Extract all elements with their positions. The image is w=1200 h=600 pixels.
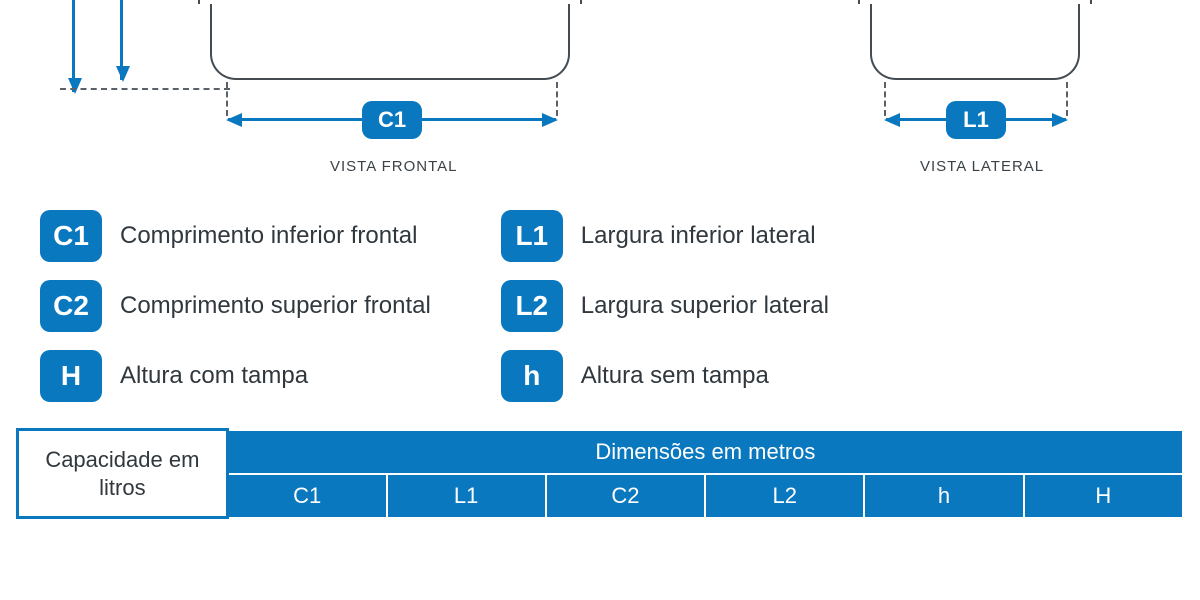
caption-front: VISTA FRONTAL [330,158,457,175]
front-dash-right [556,82,558,116]
legend-desc: Comprimento superior frontal [120,292,431,320]
legend-row: H Altura com tampa [40,350,431,402]
legend: C1 Comprimento inferior frontal C2 Compr… [0,190,1200,406]
dimensions-table: Capacidade em litros Dimensões em metros… [16,428,1184,519]
legend-desc: Comprimento inferior frontal [120,222,417,250]
side-dash-right [1066,82,1068,116]
dim-arrow-c1: C1 [228,118,556,121]
diagram-area: C1 VISTA FRONTAL L1 VISTA LATERAL [0,0,1200,190]
legend-badge-l1: L1 [501,210,563,262]
caption-side: VISTA LATERAL [920,158,1044,175]
legend-desc: Altura sem tampa [581,362,769,390]
th-col: C2 [546,474,705,518]
legend-badge-c2: C2 [40,280,102,332]
front-dash-left [226,82,228,116]
legend-badge-h-upper: H [40,350,102,402]
dim-arrow-l1: L1 [886,118,1066,121]
legend-col-left: C1 Comprimento inferior frontal C2 Compr… [40,210,431,402]
legend-row: L1 Largura inferior lateral [501,210,829,262]
th-col: L1 [387,474,546,518]
dim-badge-l1: L1 [946,101,1006,139]
th-col: H [1024,474,1183,518]
th-col: C1 [227,474,386,518]
legend-badge-h-lower: h [501,350,563,402]
legend-col-right: L1 Largura inferior lateral L2 Largura s… [501,210,829,402]
side-dash-left [884,82,886,116]
height-arrow-inner [120,0,123,80]
legend-badge-l2: L2 [501,280,563,332]
legend-desc: Largura inferior lateral [581,222,816,250]
th-dimensions-group: Dimensões em metros [227,430,1183,474]
legend-badge-c1: C1 [40,210,102,262]
th-capacity: Capacidade em litros [18,430,228,518]
legend-row: C2 Comprimento superior frontal [40,280,431,332]
baseline-dash [60,88,230,90]
th-col: h [864,474,1023,518]
legend-desc: Altura com tampa [120,362,308,390]
dim-badge-c1: C1 [362,101,422,139]
tank-front-view [210,0,570,80]
tank-side-view [870,0,1080,80]
legend-row: h Altura sem tampa [501,350,829,402]
th-col: L2 [705,474,864,518]
height-arrow-outer [72,0,75,92]
legend-row: L2 Largura superior lateral [501,280,829,332]
legend-desc: Largura superior lateral [581,292,829,320]
legend-row: C1 Comprimento inferior frontal [40,210,431,262]
